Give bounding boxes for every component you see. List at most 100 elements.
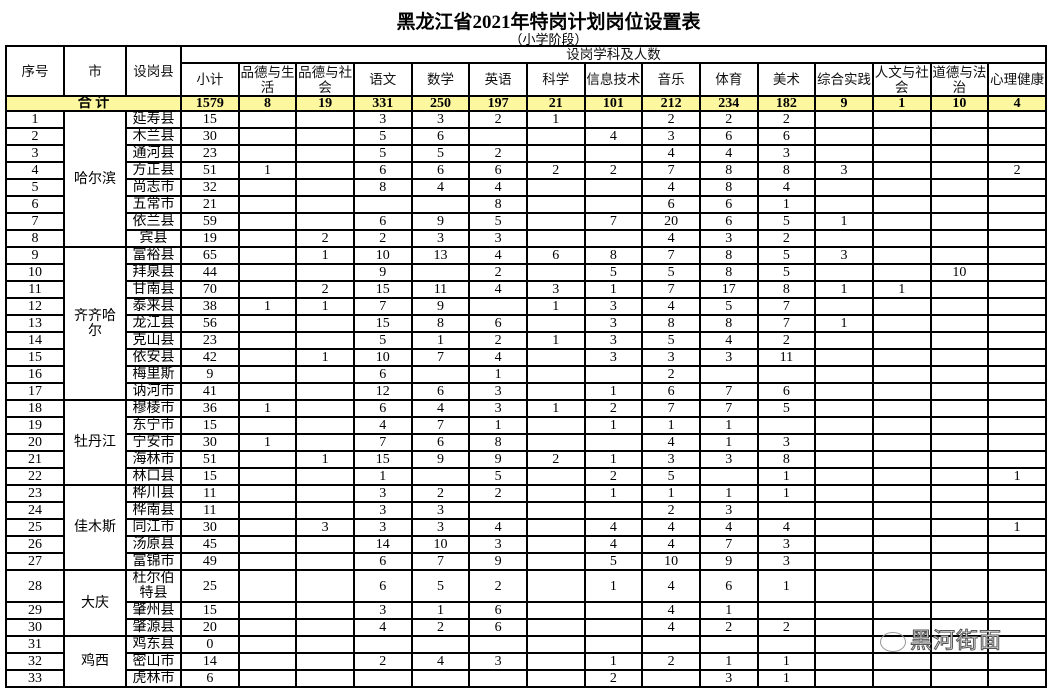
row-index: 17 bbox=[5, 382, 65, 401]
cell-value bbox=[987, 263, 1048, 282]
cell-value bbox=[525, 484, 586, 503]
row-index: 24 bbox=[5, 501, 65, 520]
cell-value bbox=[295, 365, 355, 384]
cell-value bbox=[871, 382, 932, 401]
cell-value: 7 bbox=[410, 552, 471, 571]
cell-value: 6 bbox=[352, 399, 413, 418]
cell-value bbox=[468, 297, 528, 316]
cell-value: 15 bbox=[352, 280, 413, 299]
cell-value bbox=[929, 535, 990, 554]
cell-value bbox=[295, 178, 355, 197]
city-name: 大庆 bbox=[63, 569, 127, 637]
cell-value: 3 bbox=[583, 331, 644, 350]
cell-value bbox=[641, 635, 701, 654]
cell-value: 38 bbox=[180, 297, 240, 316]
cell-value: 4 bbox=[468, 280, 528, 299]
cell-value bbox=[814, 484, 874, 503]
cell-value bbox=[987, 569, 1047, 603]
cell-value bbox=[987, 669, 1047, 688]
cell-value: 1 bbox=[698, 652, 759, 671]
cell-value: 7 bbox=[583, 212, 644, 231]
row-index: 12 bbox=[5, 297, 65, 316]
cell-value bbox=[295, 110, 355, 129]
row-index: 8 bbox=[5, 229, 65, 248]
cell-value: 21 bbox=[180, 195, 240, 214]
county-name: 汤原县 bbox=[125, 535, 182, 554]
cell-value: 7 bbox=[352, 433, 413, 452]
cell-value bbox=[871, 365, 932, 384]
cell-value: 2 bbox=[583, 161, 644, 180]
table-row: 19 东宁市 15 4 7 1 1 1 1 bbox=[5, 416, 1048, 435]
total-value: 19 bbox=[295, 95, 355, 112]
cell-value: 7 bbox=[641, 399, 701, 418]
cell-value bbox=[929, 416, 990, 435]
cell-value: 1 bbox=[525, 331, 586, 350]
cell-value: 12 bbox=[352, 382, 413, 401]
cell-value: 23 bbox=[180, 144, 240, 163]
cell-value bbox=[814, 416, 874, 435]
county-name: 富裕县 bbox=[125, 246, 182, 265]
cell-value: 7 bbox=[698, 382, 759, 401]
cell-value: 1 bbox=[641, 416, 701, 435]
cell-value bbox=[295, 484, 355, 503]
cell-value: 4 bbox=[698, 518, 759, 537]
cell-value bbox=[929, 433, 990, 452]
cell-value: 10 bbox=[929, 263, 990, 282]
cell-value: 4 bbox=[583, 518, 644, 537]
cell-value bbox=[929, 518, 990, 537]
cell-value: 15 bbox=[180, 467, 240, 486]
cell-value: 2 bbox=[641, 110, 701, 129]
cell-value bbox=[929, 399, 990, 418]
cell-value: 1 bbox=[295, 348, 355, 367]
cell-value bbox=[871, 450, 932, 469]
cell-value: 6 bbox=[410, 127, 471, 146]
cell-value bbox=[295, 501, 355, 520]
cell-value: 1 bbox=[468, 365, 528, 384]
cell-value bbox=[871, 433, 932, 452]
cell-value bbox=[237, 552, 298, 571]
table-row: 26 汤原县 45 14 10 3 4 4 7 3 bbox=[5, 535, 1047, 554]
cell-value: 1 bbox=[756, 652, 817, 671]
cell-value: 15 bbox=[352, 314, 413, 333]
cell-value bbox=[410, 635, 471, 654]
cell-value: 6 bbox=[410, 382, 471, 401]
cell-value bbox=[237, 382, 298, 401]
county-name: 拜泉县 bbox=[125, 263, 182, 282]
cell-value bbox=[295, 195, 355, 214]
county-name: 梅里斯 bbox=[125, 365, 182, 384]
cell-value bbox=[987, 314, 1048, 333]
cell-value: 2 bbox=[468, 484, 528, 503]
county-name: 依安县 bbox=[125, 348, 182, 367]
cell-value: 11 bbox=[756, 348, 817, 367]
row-index: 27 bbox=[5, 552, 65, 571]
cell-value: 36 bbox=[180, 399, 240, 418]
cell-value: 3 bbox=[410, 518, 471, 537]
cell-value: 1 bbox=[756, 569, 817, 603]
cell-value: 2 bbox=[641, 365, 701, 384]
table-row: 28 大庆 杜尔伯特县 25 6 5 2 1 4 6 1 bbox=[5, 569, 1047, 637]
cell-value: 7 bbox=[410, 416, 471, 435]
cell-value: 3 bbox=[468, 382, 528, 401]
cell-value bbox=[871, 297, 932, 316]
cell-value bbox=[295, 601, 355, 620]
county-name: 宾县 bbox=[125, 229, 182, 248]
cell-value: 1 bbox=[698, 601, 759, 620]
cell-value bbox=[237, 535, 298, 554]
county-name: 海林市 bbox=[125, 450, 182, 469]
cell-value bbox=[814, 433, 874, 452]
county-name: 讷河市 bbox=[125, 382, 182, 401]
cell-value bbox=[698, 635, 759, 654]
cell-value bbox=[871, 501, 932, 520]
cell-value: 9 bbox=[410, 450, 471, 469]
cell-value bbox=[814, 535, 874, 554]
cell-value bbox=[468, 669, 528, 688]
cell-value bbox=[295, 144, 355, 163]
cell-value: 51 bbox=[180, 450, 240, 469]
cell-value bbox=[814, 229, 874, 248]
row-index: 32 bbox=[5, 652, 65, 671]
county-name: 克山县 bbox=[125, 331, 182, 350]
cell-value: 6 bbox=[410, 433, 471, 452]
county-name: 虎林市 bbox=[125, 669, 182, 688]
cell-value bbox=[987, 601, 1047, 620]
cell-value: 4 bbox=[641, 178, 701, 197]
